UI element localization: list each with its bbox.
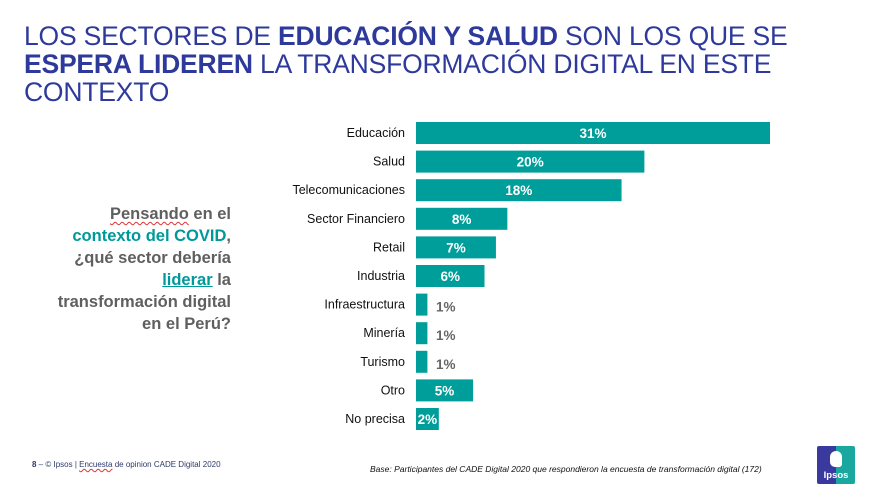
ipsos-logo: Ipsos	[817, 446, 855, 484]
category-label: Educación	[347, 126, 405, 140]
value-label: 31%	[579, 126, 606, 141]
bar	[416, 408, 439, 430]
value-label: 6%	[441, 269, 461, 284]
category-label: Sector Financiero	[307, 212, 405, 226]
bar	[416, 265, 485, 287]
title-emphasis: EDUCACIÓN Y SALUD	[278, 21, 558, 51]
category-label: Salud	[373, 155, 405, 169]
bar	[416, 150, 645, 173]
footer-source: 8 – © Ipsos | Encuesta de opinion CADE D…	[32, 460, 221, 469]
logo-text: Ipsos	[823, 470, 849, 481]
bar	[416, 179, 622, 202]
title-text: LOS SECTORES DE	[24, 21, 279, 51]
title-text: LA TRANSFORMACIÓN DIGITAL EN ESTE CONTEX…	[24, 49, 772, 107]
value-label: 7%	[446, 240, 466, 255]
bar	[416, 236, 496, 259]
title-text: SON LOS QUE SE	[557, 21, 788, 51]
question-highlight: contexto del COVID	[72, 227, 227, 245]
value-label: 20%	[517, 155, 544, 170]
bar	[416, 293, 428, 316]
question-text: Pensando	[109, 205, 189, 223]
question-text: la transformación digital en el Perú?	[57, 271, 231, 333]
page-number: 8	[32, 460, 37, 469]
bar	[416, 322, 428, 345]
copyright-text: © Ipsos |	[45, 460, 80, 469]
footer-dash: –	[36, 460, 46, 469]
value-label: 1%	[436, 357, 456, 372]
value-label: 8%	[452, 212, 472, 227]
bar	[416, 207, 508, 230]
value-label: 1%	[436, 300, 456, 315]
bar	[416, 350, 428, 373]
survey-text: de opinion CADE Digital 2020	[112, 460, 221, 469]
category-label: Industria	[357, 269, 405, 283]
category-label: Infraestructura	[324, 298, 405, 312]
question-highlight: liderar	[162, 271, 213, 289]
value-label: 1%	[436, 328, 456, 343]
base-note: Base: Participantes del CADE Digital 202…	[370, 464, 762, 474]
category-label: Turismo	[360, 355, 405, 369]
value-label: 5%	[435, 383, 455, 398]
value-label: 18%	[505, 183, 532, 198]
question-text: , ¿qué sector debería	[74, 227, 231, 267]
category-label: No precisa	[345, 412, 405, 426]
title-emphasis: ESPERA LIDEREN	[24, 49, 253, 79]
category-label: Telecomunicaciones	[292, 183, 405, 197]
category-label: Retail	[373, 240, 405, 254]
question-text: en el	[188, 205, 231, 223]
logo-head-icon	[830, 451, 842, 467]
category-label: Minería	[363, 326, 405, 340]
value-label: 2%	[418, 412, 438, 427]
survey-text: Encuesta	[79, 460, 113, 469]
survey-question: Pensando en el contexto del COVID, ¿qué …	[40, 203, 231, 335]
category-label: Otro	[381, 383, 405, 397]
bar	[416, 122, 770, 144]
slide-title: LOS SECTORES DE EDUCACIÓN Y SALUD SON LO…	[24, 22, 854, 106]
bar	[416, 379, 474, 402]
